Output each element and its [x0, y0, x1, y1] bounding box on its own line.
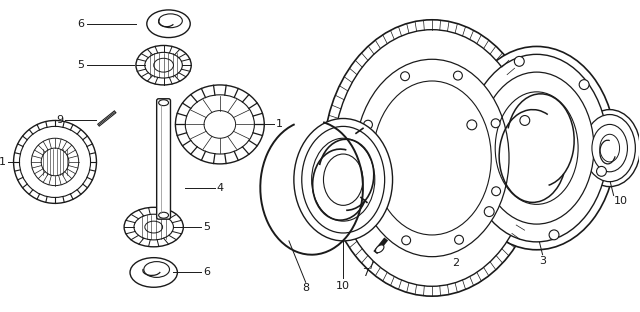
Ellipse shape — [134, 214, 173, 240]
Text: 6: 6 — [203, 267, 210, 277]
Text: 2: 2 — [452, 258, 459, 268]
Ellipse shape — [145, 52, 182, 78]
Ellipse shape — [465, 54, 608, 242]
Circle shape — [364, 120, 372, 129]
Circle shape — [467, 120, 477, 130]
Circle shape — [364, 188, 373, 197]
Text: 9: 9 — [56, 115, 63, 125]
Ellipse shape — [479, 72, 594, 224]
Circle shape — [579, 80, 589, 90]
Text: 7: 7 — [362, 268, 369, 278]
Ellipse shape — [186, 95, 254, 154]
Ellipse shape — [136, 46, 191, 85]
Text: 1: 1 — [276, 119, 283, 129]
Ellipse shape — [147, 10, 190, 37]
Ellipse shape — [294, 119, 392, 241]
Ellipse shape — [333, 30, 531, 286]
Circle shape — [402, 236, 411, 245]
Text: 5: 5 — [77, 60, 84, 70]
Circle shape — [596, 166, 607, 176]
Ellipse shape — [124, 207, 183, 247]
Circle shape — [492, 187, 500, 196]
Circle shape — [484, 207, 494, 217]
Text: 3: 3 — [539, 256, 546, 266]
Text: 5: 5 — [203, 222, 210, 232]
Ellipse shape — [159, 212, 168, 218]
Circle shape — [549, 230, 559, 240]
Text: 4: 4 — [217, 183, 224, 193]
Ellipse shape — [312, 138, 375, 221]
Circle shape — [401, 72, 410, 80]
Circle shape — [520, 115, 530, 125]
Text: 1: 1 — [0, 157, 6, 167]
Ellipse shape — [579, 110, 640, 187]
Ellipse shape — [355, 59, 509, 257]
Ellipse shape — [13, 120, 97, 203]
Ellipse shape — [323, 20, 541, 296]
Circle shape — [454, 235, 463, 244]
Ellipse shape — [376, 245, 384, 253]
Ellipse shape — [584, 115, 636, 182]
Ellipse shape — [130, 258, 177, 287]
Circle shape — [454, 71, 462, 80]
Ellipse shape — [175, 85, 264, 164]
Ellipse shape — [458, 46, 616, 250]
Ellipse shape — [301, 126, 385, 233]
Text: 6: 6 — [77, 19, 84, 29]
Text: 10: 10 — [614, 196, 628, 207]
Ellipse shape — [159, 100, 168, 106]
Circle shape — [515, 56, 524, 66]
Text: 8: 8 — [302, 283, 309, 293]
Ellipse shape — [592, 124, 627, 172]
Circle shape — [491, 119, 500, 128]
Text: 10: 10 — [336, 281, 350, 291]
FancyBboxPatch shape — [157, 99, 170, 219]
